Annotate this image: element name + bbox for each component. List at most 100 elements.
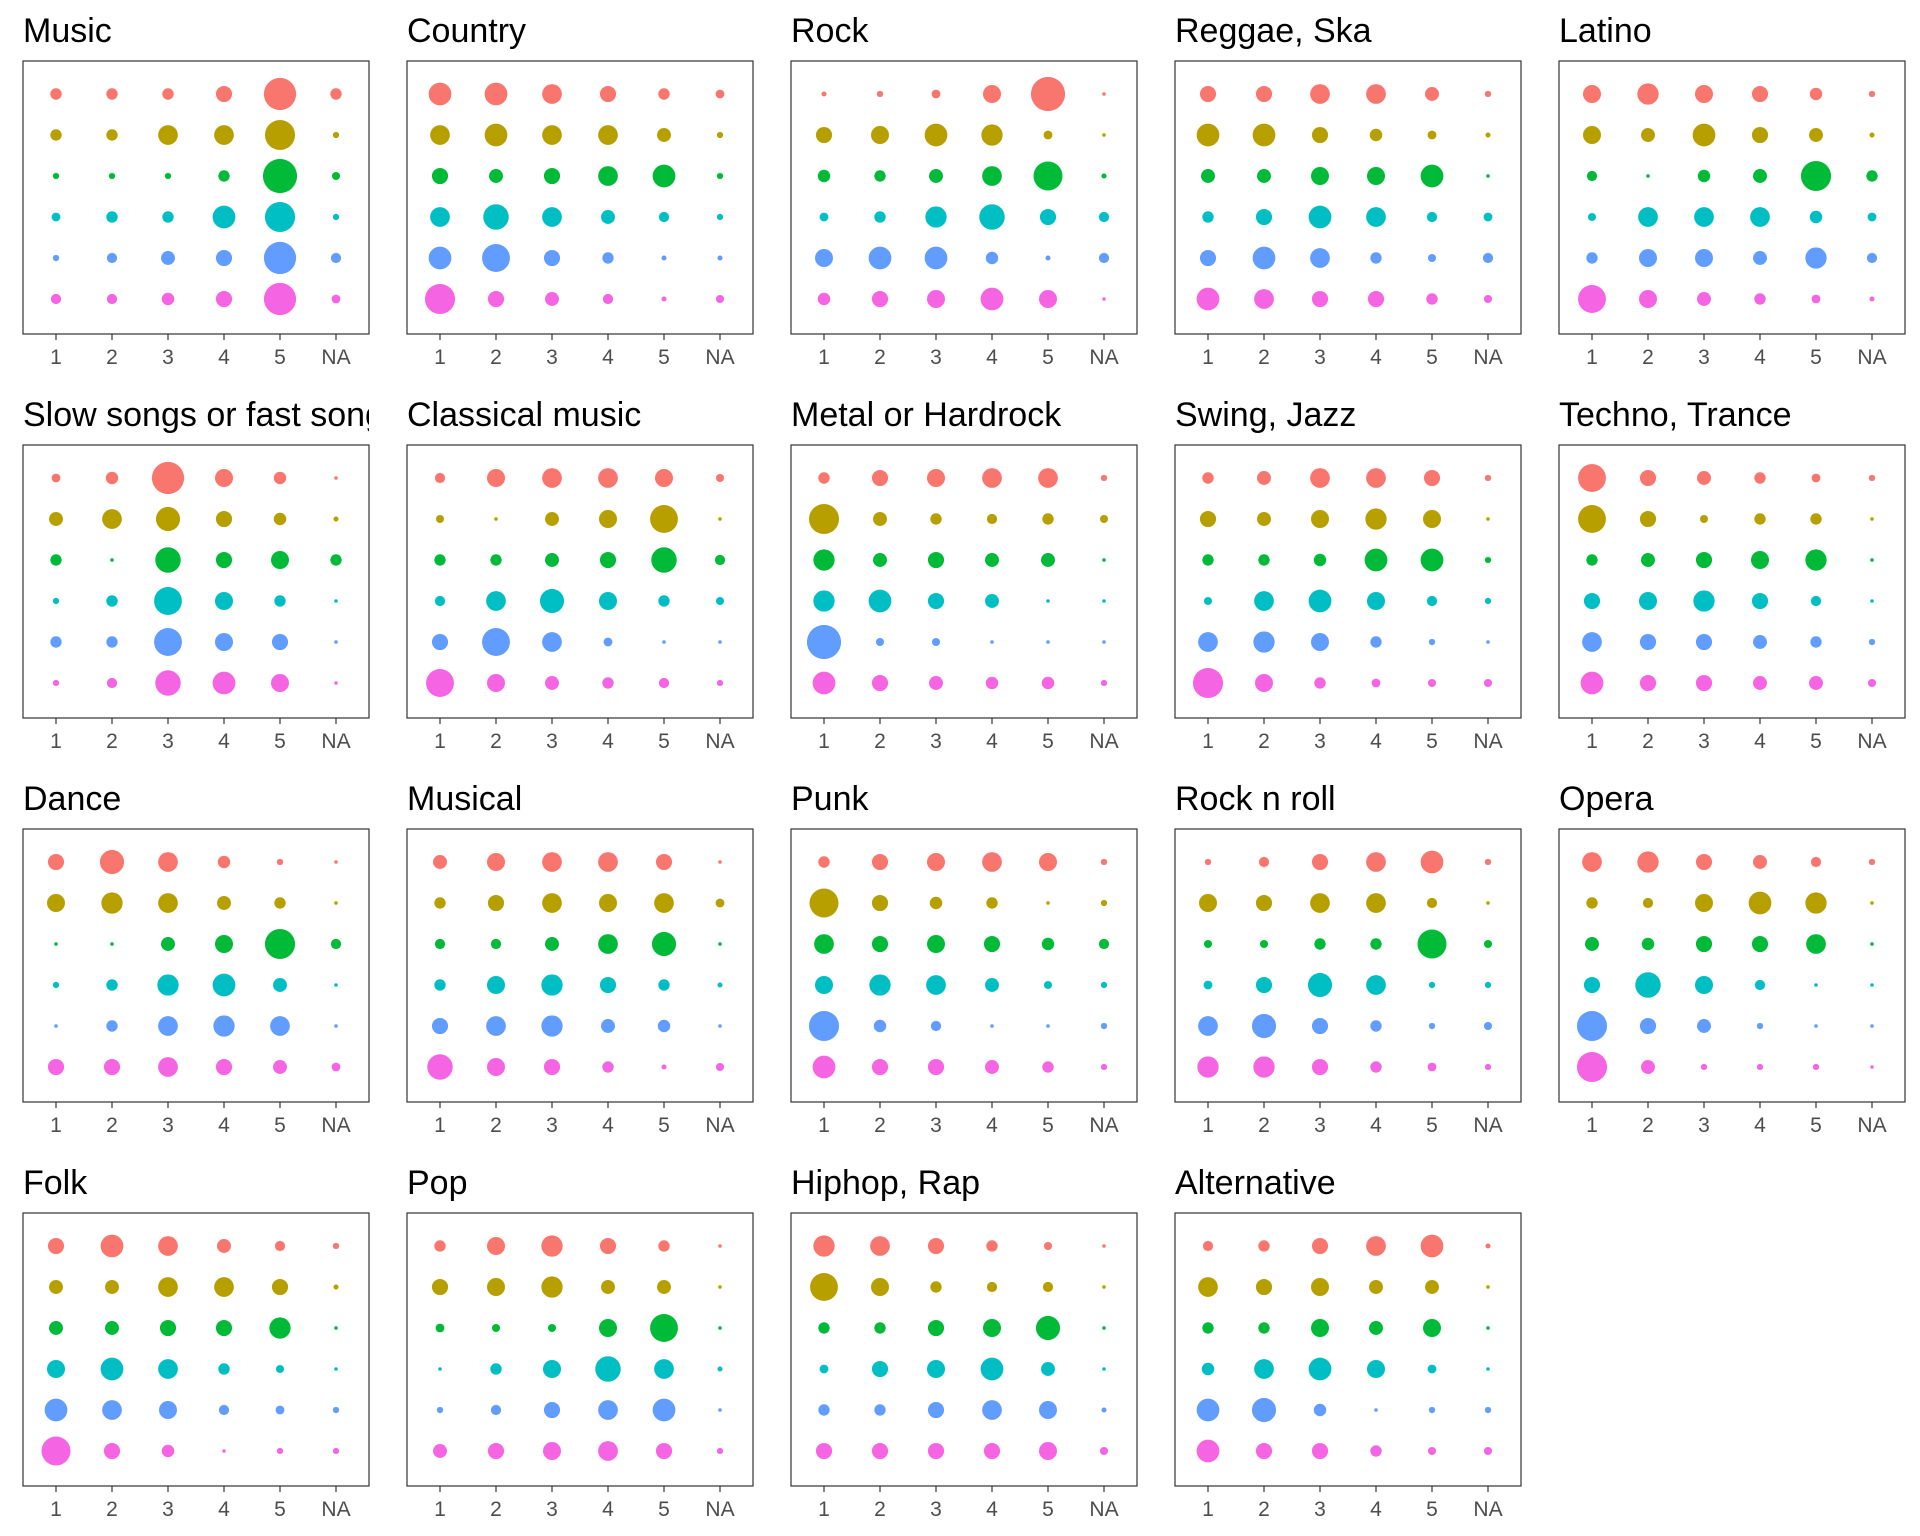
bubble-point [983, 85, 1001, 103]
bubble-point [654, 1359, 674, 1379]
x-tick-label: 3 [930, 730, 942, 753]
x-tick-label: 3 [546, 1114, 558, 1137]
bubble-point [334, 476, 338, 480]
bubble-point [601, 1280, 615, 1294]
bubble-point [1695, 674, 1713, 692]
bubble-point [1198, 1277, 1218, 1297]
bubble-point [330, 938, 342, 950]
bubble-point [815, 976, 833, 994]
bubble-point [1202, 1240, 1214, 1252]
x-tick-label: 3 [930, 1498, 942, 1521]
bubble-point [434, 472, 446, 484]
bubble-point [331, 1062, 341, 1072]
facet-title: Dance [23, 780, 121, 818]
bubble-point [1485, 1243, 1491, 1249]
bubble-point [158, 1277, 178, 1297]
x-tick-label: 5 [1042, 1114, 1054, 1137]
bubble-point [106, 636, 118, 648]
bubble-point [47, 1360, 65, 1378]
bubble-point [1428, 638, 1436, 646]
bubble-point [871, 290, 889, 308]
bubble-point [276, 858, 284, 866]
bubble-point [1428, 981, 1436, 989]
x-tick-label: NA [321, 730, 350, 753]
x-tick-label: 2 [106, 1498, 118, 1521]
bubble-point [1868, 474, 1876, 482]
bubble-point [542, 893, 562, 913]
x-tick-label: NA [1473, 1114, 1502, 1137]
x-tick-label: 2 [874, 1498, 886, 1521]
bubble-point [1314, 938, 1326, 950]
x-tick-label: 2 [490, 730, 502, 753]
x-tick-label: 5 [1042, 730, 1054, 753]
bubble-point [1196, 287, 1220, 311]
bubble-point [1484, 474, 1492, 482]
bubble-point [1202, 1322, 1214, 1334]
bubble-point [434, 1240, 446, 1252]
bubble-point [105, 1280, 119, 1294]
bubble-point [716, 1447, 724, 1455]
x-tick-label: 1 [434, 1114, 446, 1137]
facet-title: Country [407, 12, 526, 50]
bubble-point [1311, 853, 1329, 871]
bubble-point [212, 205, 236, 229]
bubble-point [217, 896, 231, 910]
x-tick-label: 4 [218, 730, 230, 753]
x-tick-label: 4 [218, 346, 230, 369]
bubble-point [334, 983, 338, 987]
bubble-point [1427, 678, 1437, 688]
bubble-point [813, 549, 835, 571]
bubble-point [1311, 1319, 1329, 1337]
bubble-point [434, 595, 446, 607]
bubble-point [871, 894, 889, 912]
bubble-point [718, 860, 722, 864]
bubble-point [1366, 468, 1386, 488]
bubble-point [1751, 551, 1769, 569]
bubble-point [1427, 1062, 1437, 1072]
x-tick-label: 5 [658, 346, 670, 369]
bubble-point [818, 1322, 830, 1334]
bubble-point [1576, 1010, 1608, 1042]
bubble-point [599, 1237, 617, 1255]
bubble-point [1486, 1326, 1490, 1330]
bubble-point [100, 1357, 124, 1381]
bubble-point [817, 169, 831, 183]
bubble-point [1751, 935, 1769, 953]
bubble-point [715, 898, 725, 908]
bubble-point [1754, 513, 1766, 525]
bubble-point [1868, 90, 1876, 98]
bubble-point [871, 853, 889, 871]
bubble-point [1253, 631, 1275, 653]
bubble-point [1311, 126, 1329, 144]
bubble-point [1420, 548, 1444, 572]
x-tick-label: NA [705, 1114, 734, 1137]
bubble-point [1868, 638, 1876, 646]
bubble-point [103, 1442, 121, 1460]
bubble-point [215, 592, 233, 610]
bubble-point [1367, 290, 1385, 308]
bubble-point [427, 1054, 453, 1080]
bubble-point [599, 894, 617, 912]
x-tick-label: 4 [986, 730, 998, 753]
bubble-point [490, 938, 502, 950]
bubble-point [1869, 132, 1875, 138]
bubble-point [1866, 252, 1878, 264]
bubble-point [1254, 1359, 1274, 1379]
bubble-point [657, 1019, 671, 1033]
x-tick-label: 4 [1754, 730, 1766, 753]
bubble-point [543, 167, 561, 185]
bubble-point [1583, 976, 1601, 994]
bubble-point [1639, 674, 1657, 692]
bubble-point [812, 1055, 836, 1079]
bubble-point [1423, 469, 1441, 487]
bubble-point [926, 975, 946, 995]
bubble-point [1252, 123, 1276, 147]
x-tick-label: NA [1089, 346, 1118, 369]
x-tick-label: 2 [106, 730, 118, 753]
bubble-point [218, 170, 230, 182]
bubble-point [434, 554, 446, 566]
bubble-point [154, 587, 182, 615]
bubble-point [99, 849, 125, 875]
bubble-point [927, 1442, 945, 1460]
bubble-point [1486, 517, 1490, 521]
